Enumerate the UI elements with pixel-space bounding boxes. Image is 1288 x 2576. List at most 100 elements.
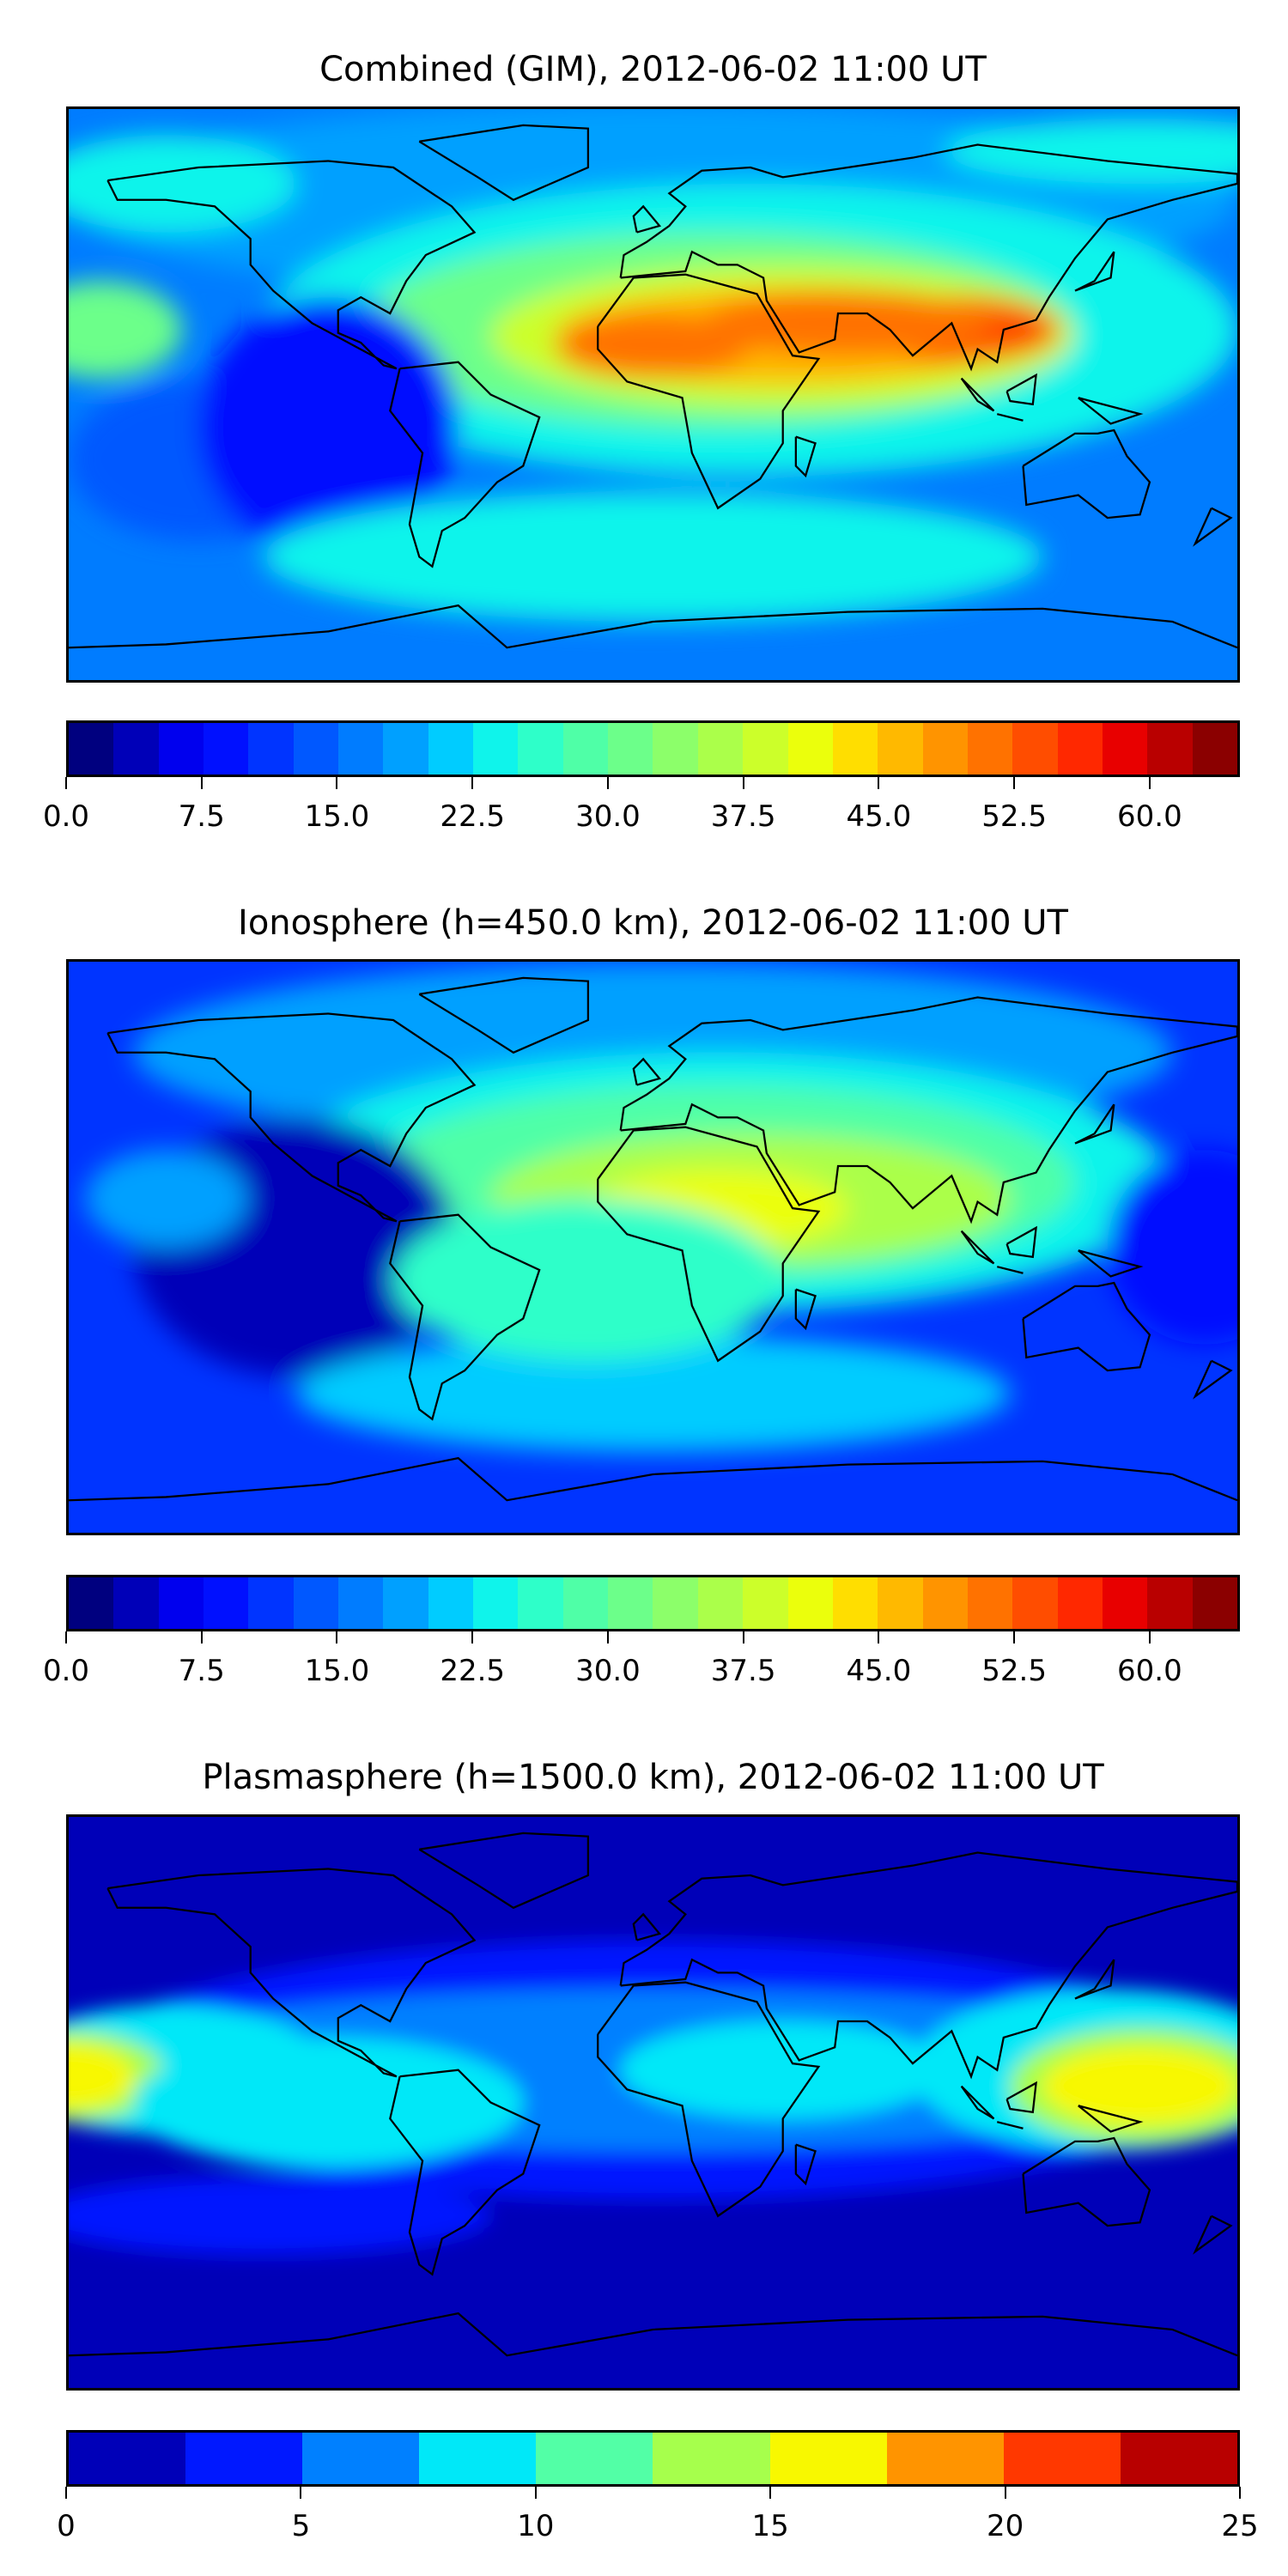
colorbar-level [338,1577,384,1629]
field-contour [263,491,1043,622]
coastline [597,273,821,510]
colorbar-level [967,723,1013,775]
colorbar-level [204,723,249,775]
coastline [106,160,477,370]
colorbar-tick [200,1631,203,1643]
colorbar-level [832,723,878,775]
colorbar-level [878,723,923,775]
colorbar-level [185,2433,303,2484]
colorbar-level [769,2433,887,2484]
colorbar-level [473,1577,519,1629]
colorbar-level [248,723,294,775]
colorbar-level [419,2433,537,2484]
colorbar-level [922,723,968,775]
colorbar-level [653,2433,770,2484]
colorbar-tick [606,1631,609,1643]
colorbar-level [536,2433,653,2484]
colorbar-level [608,1577,653,1629]
coastline [960,2085,995,2120]
panel-3-colorbar-ticks: 0 5 10 15 20 25 [57,2487,1259,2555]
coastline [418,976,590,1054]
colorbar-tick [471,1631,474,1643]
colorbar-level [248,1577,294,1629]
colorbar-level [562,723,609,775]
colorbar-level [832,1577,878,1629]
colorbar-tick-label: 25 [1221,2509,1259,2543]
colorbar-level [158,723,204,775]
colorbar-tick-label: 52.5 [981,1654,1047,1688]
colorbar-level [922,1577,968,1629]
coastline [619,1851,1237,2080]
colorbar-tick [1148,1631,1151,1643]
colorbar-tick-label: 37.5 [710,1654,776,1688]
colorbar-level [1012,1577,1058,1629]
colorbar-level [1102,723,1148,775]
colorbar-tick-label: 22.5 [440,799,506,834]
colorbar-level [1003,2433,1121,2484]
colorbar-level [608,723,653,775]
colorbar-tick-label: 10 [517,2509,555,2543]
coastline [632,204,662,234]
colorbar-level [1102,1577,1148,1629]
coastline [597,1126,821,1363]
colorbar-tick [1013,777,1016,789]
colorbar-tick [200,777,203,789]
colorbar-tick-label: 7.5 [178,1654,225,1688]
colorbar-tick [336,777,338,789]
colorbar-tick-label: 5 [291,2509,311,2543]
coastline [960,377,995,412]
coastline [106,1868,477,2078]
colorbar-tick-label: 0.0 [42,1654,90,1688]
colorbar-level [518,723,563,775]
colorbar-level [1120,2433,1237,2484]
coastline [69,604,1237,649]
field-contour [69,2044,134,2110]
colorbar-level [1057,1577,1103,1629]
coastline [794,435,817,478]
colorbar-tick [1013,1631,1016,1643]
colorbar-tick-label: 15.0 [304,799,370,834]
coastline [632,1912,662,1941]
coastline [1193,507,1233,547]
field-contour [620,2021,945,2119]
coastline [996,413,1024,422]
colorbar-tick [769,2487,772,2499]
coastline [389,1213,541,1421]
coastline [960,1230,995,1265]
colorbar-tick [606,777,609,789]
coastline [69,1456,1237,1502]
colorbar-tick [336,1631,338,1643]
colorbar-level [518,1577,563,1629]
coastline [1078,1249,1144,1278]
coastline [1078,2105,1144,2133]
panel-2-colorbar-ticks: 0.0 7.5 15.0 22.5 30.0 37.5 45.0 52.5 60.0 [43,1631,1240,1700]
panel-2-map [66,959,1240,1535]
colorbar-level [1057,723,1103,775]
coastline [69,2312,1237,2357]
panel-2-title: Ionosphere (h=450.0 km), 2012-06-02 11:0… [238,903,1068,943]
colorbar-level [69,2433,186,2484]
colorbar-level [886,2433,1004,2484]
coastline [1074,251,1115,292]
colorbar-tick-label: 45.0 [846,799,912,834]
colorbar-tick [65,2487,67,2499]
colorbar-tick-label: 60.0 [1116,1654,1182,1688]
coastline [106,1012,477,1223]
colorbar-tick-label: 22.5 [440,1654,506,1688]
colorbar-level [787,1577,833,1629]
colorbar-tick-label: 37.5 [710,799,776,834]
colorbar-tick-label: 45.0 [846,1654,912,1688]
colorbar-tick [1148,777,1151,789]
colorbar-tick [300,2487,302,2499]
colorbar-tick [878,1631,880,1643]
colorbar-level [878,1577,923,1629]
coastline [632,1057,662,1086]
coastline [1078,397,1144,425]
coastline [619,143,1237,372]
colorbar-level [473,723,519,775]
colorbar-level [293,723,339,775]
panel-2-colorbar [66,1575,1240,1631]
field-contour [84,1150,247,1248]
colorbar-level [302,2433,420,2484]
field-contour [69,135,296,233]
